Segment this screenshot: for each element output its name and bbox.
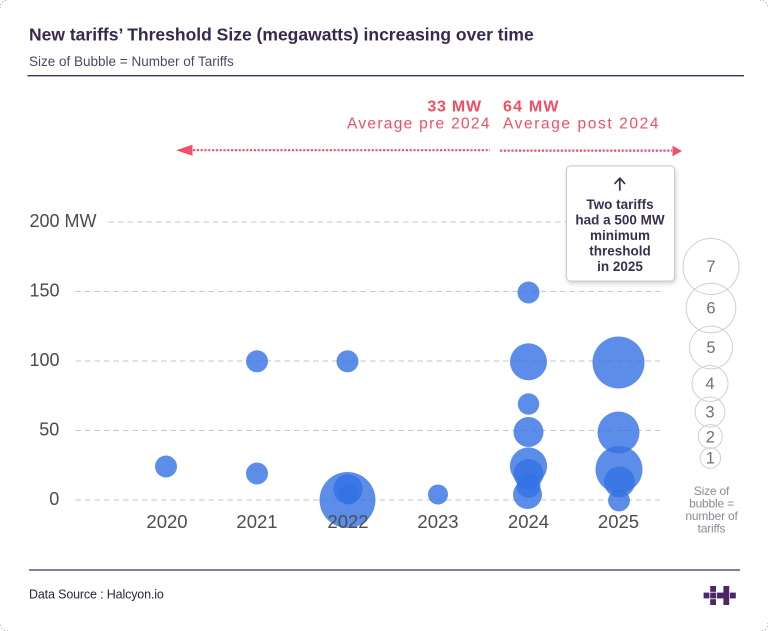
svg-text:2021: 2021: [236, 511, 277, 532]
svg-text:0: 0: [49, 489, 59, 509]
svg-text:tariffs: tariffs: [698, 522, 726, 536]
svg-text:threshold: threshold: [589, 244, 651, 259]
svg-text:1: 1: [706, 450, 715, 468]
svg-text:2024: 2024: [508, 511, 549, 532]
svg-text:7: 7: [706, 258, 715, 276]
svg-text:2020: 2020: [146, 511, 187, 532]
svg-text:50: 50: [39, 420, 59, 440]
svg-text:in 2025: in 2025: [597, 259, 643, 274]
svg-text:2025: 2025: [598, 511, 639, 532]
svg-text:Size of Bubble = Number of Tar: Size of Bubble = Number of Tariffs: [29, 54, 234, 69]
svg-text:New tariffs’ Threshold Size (m: New tariffs’ Threshold Size (megawatts) …: [29, 25, 534, 45]
svg-text:Average pre 2024: Average pre 2024: [347, 116, 491, 133]
svg-text:200 MW: 200 MW: [30, 211, 97, 231]
svg-text:6: 6: [706, 300, 715, 318]
svg-text:4: 4: [705, 375, 714, 393]
svg-text:100: 100: [30, 350, 60, 370]
svg-text:64 MW: 64 MW: [503, 99, 560, 116]
svg-text:bubble =: bubble =: [689, 496, 734, 510]
svg-text:3: 3: [705, 404, 714, 422]
svg-text:minimum: minimum: [590, 228, 650, 243]
svg-text:150: 150: [30, 281, 60, 301]
svg-text:33 MW: 33 MW: [427, 99, 482, 116]
svg-text:number of: number of: [685, 509, 738, 523]
svg-text:Size of: Size of: [694, 484, 730, 498]
svg-text:Two tariffs: Two tariffs: [586, 197, 653, 212]
svg-text:5: 5: [706, 339, 715, 357]
svg-text:Average post 2024: Average post 2024: [503, 116, 660, 133]
svg-text:Data Source : Halcyon.io: Data Source : Halcyon.io: [29, 588, 164, 602]
svg-text:had a 500 MW: had a 500 MW: [575, 213, 665, 228]
svg-text:2022: 2022: [327, 511, 368, 532]
svg-text:2023: 2023: [417, 511, 458, 532]
svg-text:2: 2: [706, 429, 715, 447]
